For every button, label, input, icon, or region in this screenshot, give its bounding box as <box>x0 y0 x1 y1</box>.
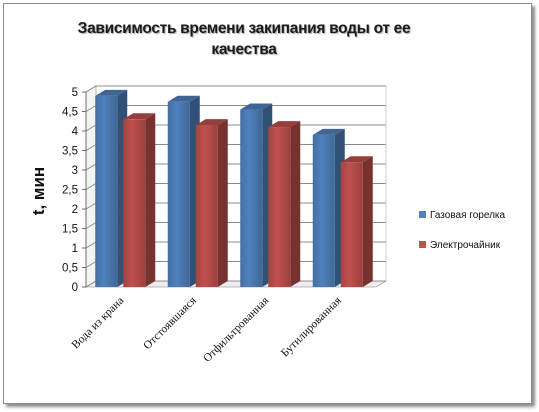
bar-gas-burner <box>167 95 200 287</box>
bar-top <box>268 121 301 128</box>
bar-front <box>340 162 363 287</box>
y-tick-labels: 0 0,5 1 1,5 2 2,5 3 3,5 4 4,5 5 <box>62 87 79 294</box>
legend-swatch <box>419 211 426 218</box>
bar-side <box>217 119 228 288</box>
bars <box>95 89 373 288</box>
bar-front <box>268 127 291 287</box>
x-category-label: Отстоявшаяся <box>141 294 199 352</box>
bar-side <box>290 121 301 287</box>
y-tick-label: 3 <box>72 165 78 177</box>
legend-label: Электрочайник <box>430 240 501 251</box>
bar-side <box>362 156 373 287</box>
bar-front <box>95 95 118 288</box>
bar-top <box>95 89 128 96</box>
y-tick-label: 4,5 <box>62 107 78 119</box>
y-tick-label: 1 <box>72 243 78 255</box>
legend-swatch <box>419 241 426 248</box>
x-category-labels: Вода из крана Отстоявшаяся Отфильтрованная… <box>70 294 345 365</box>
bar-gas-burner <box>240 103 273 287</box>
bar-top <box>195 119 228 126</box>
chart-title: Зависимость времени закипания воды от ее… <box>77 20 411 58</box>
y-tick-label: 2 <box>72 204 78 216</box>
bar-top <box>340 156 373 163</box>
y-tick-label: 0,5 <box>62 263 78 275</box>
bar-electric-kettle <box>123 113 156 287</box>
bar-electric-kettle <box>268 121 301 287</box>
y-tick-label: 3,5 <box>62 146 78 158</box>
bar-top <box>312 128 345 135</box>
y-axis-label: t, мин <box>29 167 48 215</box>
bar-top <box>167 95 200 102</box>
bar-front <box>123 119 146 287</box>
bar-electric-kettle <box>340 156 373 287</box>
x-category-label: Отфильтрованная <box>201 294 272 365</box>
bar-gas-burner <box>95 89 128 288</box>
x-category-label: Вода из крана <box>70 295 127 352</box>
bar-side <box>145 113 156 287</box>
bar-front <box>195 125 218 288</box>
y-tick-label: 0 <box>72 282 78 294</box>
bar-front <box>167 101 190 287</box>
y-tick-label: 1,5 <box>62 224 78 236</box>
axes <box>82 86 387 288</box>
bar-front <box>312 134 335 287</box>
bar-top <box>240 103 273 110</box>
y-tick-label: 2,5 <box>62 185 78 197</box>
bar-gas-burner <box>312 128 345 287</box>
gridline <box>85 85 386 93</box>
y-tick-label: 4 <box>72 126 79 138</box>
x-category-label: Бутилированная <box>279 294 344 359</box>
y-tick-label: 5 <box>72 87 78 99</box>
bar-front <box>240 109 263 287</box>
legend: Газовая горелка Электрочайник <box>419 210 506 251</box>
legend-label: Газовая горелка <box>430 210 506 221</box>
bar-electric-kettle <box>195 119 228 288</box>
bar-top <box>123 113 156 120</box>
